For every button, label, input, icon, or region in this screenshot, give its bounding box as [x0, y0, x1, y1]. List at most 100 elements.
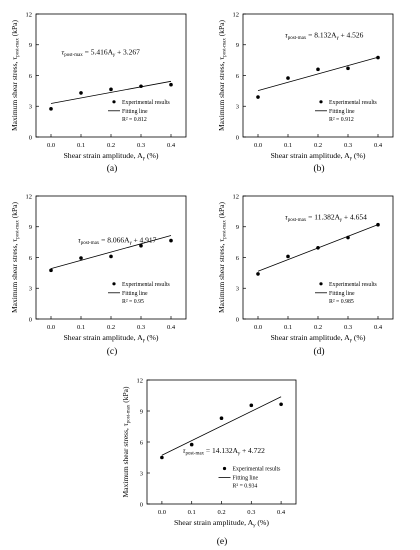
legend-fitting: Fitting line — [329, 109, 355, 115]
y-axis-label: Maximum shear stress, τpost-max (kPa) — [10, 20, 21, 131]
panel-label: (a) — [107, 163, 118, 174]
x-tick-label: 0.3 — [247, 509, 255, 516]
x-tick-label: 0.1 — [284, 142, 292, 149]
y-tick-label: 9 — [236, 224, 239, 231]
y-axis-label: Maximum shear stress, τpost-max (kPa) — [121, 386, 132, 497]
x-tick-label: 0.3 — [344, 142, 352, 149]
panel-label: (e) — [217, 536, 228, 547]
x-axis-label: Shear strain amplitude, Aγ (%) — [270, 333, 365, 344]
y-tick-label: 3 — [29, 104, 32, 111]
data-point — [256, 95, 260, 99]
legend-experimental: Experimental results — [122, 100, 171, 106]
panel-e: 0.0 0.1 0.2 0.3 0.4 0 3 6 9 12 τpost-max = 14.132A… — [121, 377, 297, 547]
y-tick-label: 9 — [29, 42, 32, 49]
y-tick-label: 3 — [236, 286, 239, 293]
data-point — [346, 235, 350, 240]
y-tick-label: 0 — [29, 134, 32, 141]
legend-marker — [319, 282, 323, 286]
x-tick-label: 0.0 — [47, 142, 55, 149]
fit-equation: τpost-max = 11.382Aγ + 4.654 — [285, 212, 367, 223]
legend-marker — [222, 466, 227, 471]
y-tick-label: 9 — [29, 224, 32, 231]
fit-equation: τpost-max = 8.132Aγ + 4.526 — [285, 30, 364, 41]
plot-frame — [35, 13, 187, 138]
fitting-line — [257, 56, 379, 91]
panel-a: 0.0 0.1 0.2 0.3 0.4 0 3 6 9 12 τpost-max = 5.416Aγ… — [10, 11, 187, 174]
data-point — [376, 222, 380, 227]
y-tick-label: 0 — [140, 501, 143, 508]
legend-fitting: Fitting line — [233, 476, 259, 482]
data-point — [169, 82, 173, 87]
data-point — [316, 67, 320, 72]
panel-d: 0.0 0.1 0.2 0.3 0.4 0 3 6 9 12 τpost-max = 11.382A… — [217, 193, 394, 357]
panel-b: 0.0 0.1 0.2 0.3 0.4 0 3 6 9 12 τpost-max = 8.132Aγ… — [217, 11, 394, 174]
x-tick-label: 0.3 — [137, 142, 145, 149]
y-tick-label: 12 — [137, 377, 144, 384]
x-tick-label: 0.2 — [107, 324, 115, 331]
y-tick-label: 12 — [26, 193, 33, 200]
data-point — [139, 243, 143, 248]
legend-marker — [112, 282, 116, 286]
x-axis-label: Shear strain amplitude, Aγ (%) — [63, 333, 158, 344]
data-point — [249, 403, 254, 408]
data-point — [346, 66, 350, 71]
panel-label: (c) — [107, 346, 118, 357]
data-point — [256, 272, 260, 276]
data-point — [189, 442, 194, 447]
x-tick-label: 0.4 — [374, 324, 383, 331]
y-tick-label: 0 — [236, 134, 239, 141]
legend-marker — [112, 100, 116, 104]
legend-fitting: Fitting line — [122, 109, 148, 115]
legend-experimental: Experimental results — [329, 282, 378, 288]
x-tick-label: 0.1 — [284, 324, 292, 331]
data-point — [286, 254, 290, 259]
x-axis-label: Shear strain amplitude, Aγ (%) — [63, 151, 158, 162]
y-axis-label: Maximum shear stress, τpost-max (kPa) — [217, 202, 228, 313]
x-axis-label: Shear strain amplitude, Aγ (%) — [270, 151, 365, 162]
data-point — [219, 416, 224, 421]
x-tick-label: 0.0 — [254, 142, 262, 149]
x-tick-label: 0.3 — [137, 324, 145, 331]
x-tick-label: 0.2 — [217, 509, 225, 516]
data-point — [316, 245, 320, 250]
x-tick-label: 0.4 — [277, 509, 286, 516]
data-point — [49, 268, 53, 273]
x-tick-label: 0.2 — [314, 324, 322, 331]
data-point — [286, 76, 290, 80]
r-squared: R² = 0.985 — [329, 299, 354, 305]
x-tick-label: 0.1 — [188, 509, 196, 516]
fit-equation: τpost-max = 14.132Aγ + 4.722 — [183, 446, 265, 457]
data-point — [109, 87, 113, 92]
data-point — [79, 91, 83, 95]
x-tick-label: 0.4 — [167, 324, 176, 331]
fit-equation: τpost-max = 5.416Aγ + 3.267 — [62, 48, 141, 59]
y-tick-label: 6 — [29, 73, 33, 80]
y-tick-label: 6 — [236, 73, 240, 80]
y-tick-label: 12 — [233, 11, 240, 18]
r-squared: R² = 0.934 — [233, 484, 258, 490]
x-tick-label: 0.0 — [158, 509, 166, 516]
y-tick-label: 0 — [29, 316, 32, 323]
r-squared: R² = 0.912 — [329, 117, 354, 123]
y-tick-label: 12 — [26, 11, 33, 18]
r-squared: R² = 0.812 — [122, 117, 147, 123]
x-tick-label: 0.2 — [314, 142, 322, 149]
x-tick-label: 0.3 — [344, 324, 352, 331]
r-squared: R² = 0.95 — [122, 299, 144, 305]
x-tick-label: 0.4 — [167, 142, 176, 149]
legend-experimental: Experimental results — [122, 282, 171, 288]
x-axis-label: Shear strain amplitude, Aγ (%) — [174, 518, 269, 529]
y-tick-label: 6 — [140, 439, 144, 446]
x-tick-label: 0.0 — [47, 324, 55, 331]
data-point — [376, 55, 380, 60]
fitting-line — [50, 80, 172, 104]
x-tick-label: 0.1 — [77, 324, 85, 331]
data-point — [279, 402, 283, 407]
fitting-line — [161, 396, 282, 456]
y-tick-label: 3 — [29, 286, 32, 293]
y-tick-label: 12 — [233, 193, 240, 200]
x-tick-label: 0.1 — [77, 142, 85, 149]
legend-experimental: Experimental results — [329, 100, 378, 106]
x-tick-label: 0.2 — [107, 142, 115, 149]
